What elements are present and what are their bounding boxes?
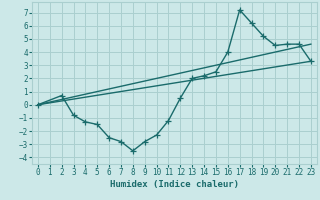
X-axis label: Humidex (Indice chaleur): Humidex (Indice chaleur): [110, 180, 239, 189]
